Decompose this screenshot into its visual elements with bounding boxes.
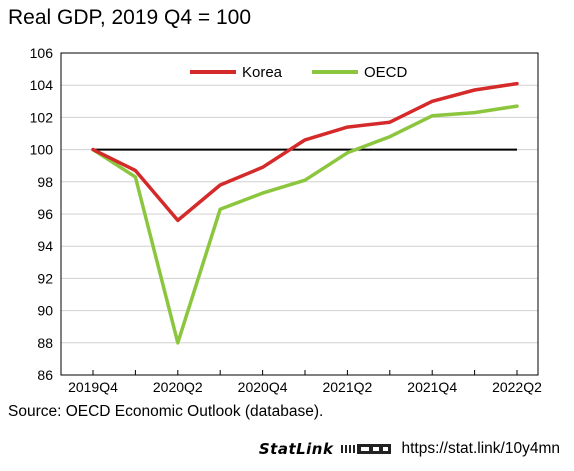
y-tick-label: 96 — [37, 206, 53, 222]
x-tick-label: 2022Q2 — [492, 379, 542, 395]
y-tick-label: 106 — [30, 45, 54, 61]
source-note: Source: OECD Economic Outlook (database)… — [8, 403, 324, 420]
statlink-brand: StatLink — [258, 440, 334, 458]
y-tick-label: 92 — [37, 270, 53, 286]
legend-label-oecd: OECD — [364, 64, 408, 81]
statlink-logo-icon — [341, 444, 392, 454]
legend-label-korea: Korea — [242, 64, 283, 81]
series-line-oecd — [91, 104, 519, 345]
x-tick-label: 2020Q2 — [153, 379, 203, 395]
plot-border — [60, 52, 539, 376]
x-tick-label: 2020Q4 — [238, 379, 288, 395]
series-line-korea — [91, 81, 519, 223]
x-axis: 2019Q4 2020Q2 2020Q4 2021Q2 2021Q4 2022Q2 — [68, 370, 542, 395]
series-group — [91, 81, 519, 345]
statlink-row: StatLink https://stat.link/10y4mn — [259, 440, 560, 458]
chart-title: Real GDP, 2019 Q4 = 100 — [8, 6, 252, 29]
grid-lines — [61, 84, 538, 344]
y-tick-label: 90 — [37, 303, 53, 319]
legend: Korea OECD — [190, 64, 408, 81]
statlink-url[interactable]: https://stat.link/10y4mn — [401, 440, 560, 457]
y-tick-label: 98 — [37, 174, 53, 190]
y-tick-label: 102 — [30, 109, 54, 125]
y-tick-label: 94 — [37, 238, 53, 254]
y-tick-label: 88 — [37, 335, 53, 351]
y-tick-label: 86 — [37, 367, 53, 383]
x-tick-label: 2021Q4 — [407, 379, 457, 395]
x-tick-label: 2019Q4 — [68, 379, 118, 395]
y-tick-label: 100 — [30, 142, 54, 158]
y-tick-label: 104 — [30, 77, 54, 93]
y-axis: 86 88 90 92 94 96 98 100 102 104 106 — [30, 45, 54, 383]
x-tick-label: 2021Q2 — [322, 379, 372, 395]
